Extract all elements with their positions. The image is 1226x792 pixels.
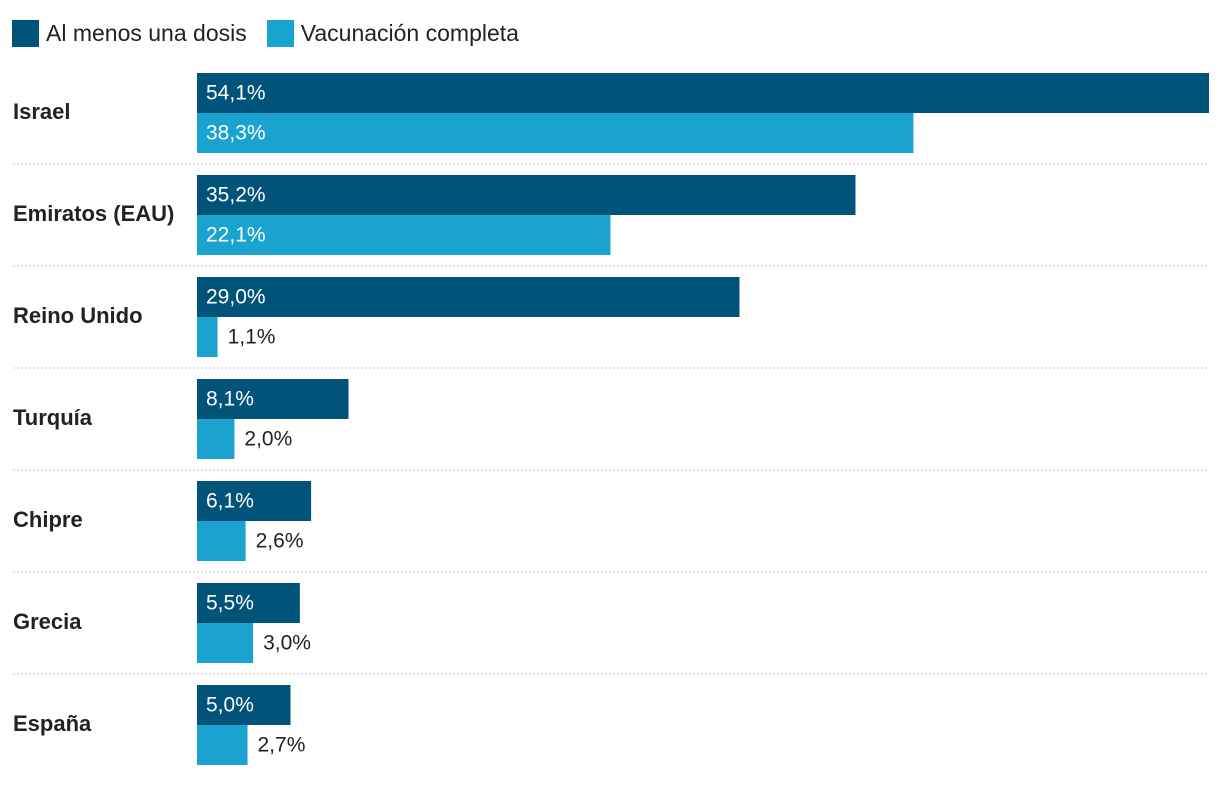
value-label-dosis-turquia: 8,1% [206, 388, 254, 411]
bar-dosis-emiratos-eau [197, 175, 856, 215]
category-label-chipre: Chipre [13, 507, 83, 532]
value-label-completa-espana: 2,7% [258, 734, 306, 757]
category-label-reino-unido: Reino Unido [13, 303, 143, 328]
category-label-grecia: Grecia [13, 609, 82, 634]
value-label-dosis-israel: 54,1% [206, 82, 266, 105]
value-label-completa-israel: 38,3% [206, 122, 266, 145]
bar-dosis-chipre [197, 481, 312, 521]
legend-swatch-completa [266, 19, 294, 47]
chart-legend: Al menos una dosis Vacunación completa [12, 18, 539, 48]
value-label-completa-grecia: 3,0% [263, 632, 311, 655]
bar-completa-reino-unido [197, 317, 218, 357]
value-label-completa-reino-unido: 1,1% [228, 326, 276, 349]
legend-swatch-dosis [12, 19, 39, 47]
category-label-emiratos-eau: Emiratos (EAU) [13, 201, 174, 226]
value-label-dosis-espana: 5,0% [206, 694, 254, 717]
bar-dosis-espana [197, 685, 291, 725]
category-label-turquia: Turquía [13, 405, 93, 430]
bar-completa-grecia [197, 623, 254, 663]
value-label-completa-turquia: 2,0% [244, 428, 292, 451]
bar-dosis-israel [197, 73, 1209, 113]
category-label-espana: España [13, 711, 92, 736]
bar-dosis-reino-unido [197, 277, 740, 317]
value-label-dosis-emiratos-eau: 35,2% [206, 184, 266, 207]
bar-dosis-turquia [197, 379, 349, 419]
value-label-completa-emiratos-eau: 22,1% [206, 224, 266, 247]
bar-completa-israel [197, 113, 914, 153]
legend-item-completa: Vacunación completa [266, 19, 519, 47]
value-label-completa-chipre: 2,6% [256, 530, 304, 553]
category-label-israel: Israel [13, 99, 71, 124]
bar-dosis-grecia [197, 583, 300, 623]
bar-completa-emiratos-eau [197, 215, 611, 255]
bar-completa-espana [197, 725, 248, 765]
legend-label-dosis: Al menos una dosis [46, 19, 247, 46]
legend-item-dosis: Al menos una dosis [12, 19, 247, 47]
bar-completa-turquia [197, 419, 235, 459]
bar-completa-chipre [197, 521, 246, 561]
value-label-dosis-reino-unido: 29,0% [206, 286, 266, 309]
value-label-dosis-grecia: 5,5% [206, 592, 254, 615]
legend-label-completa: Vacunación completa [300, 19, 519, 46]
value-label-dosis-chipre: 6,1% [206, 490, 254, 513]
